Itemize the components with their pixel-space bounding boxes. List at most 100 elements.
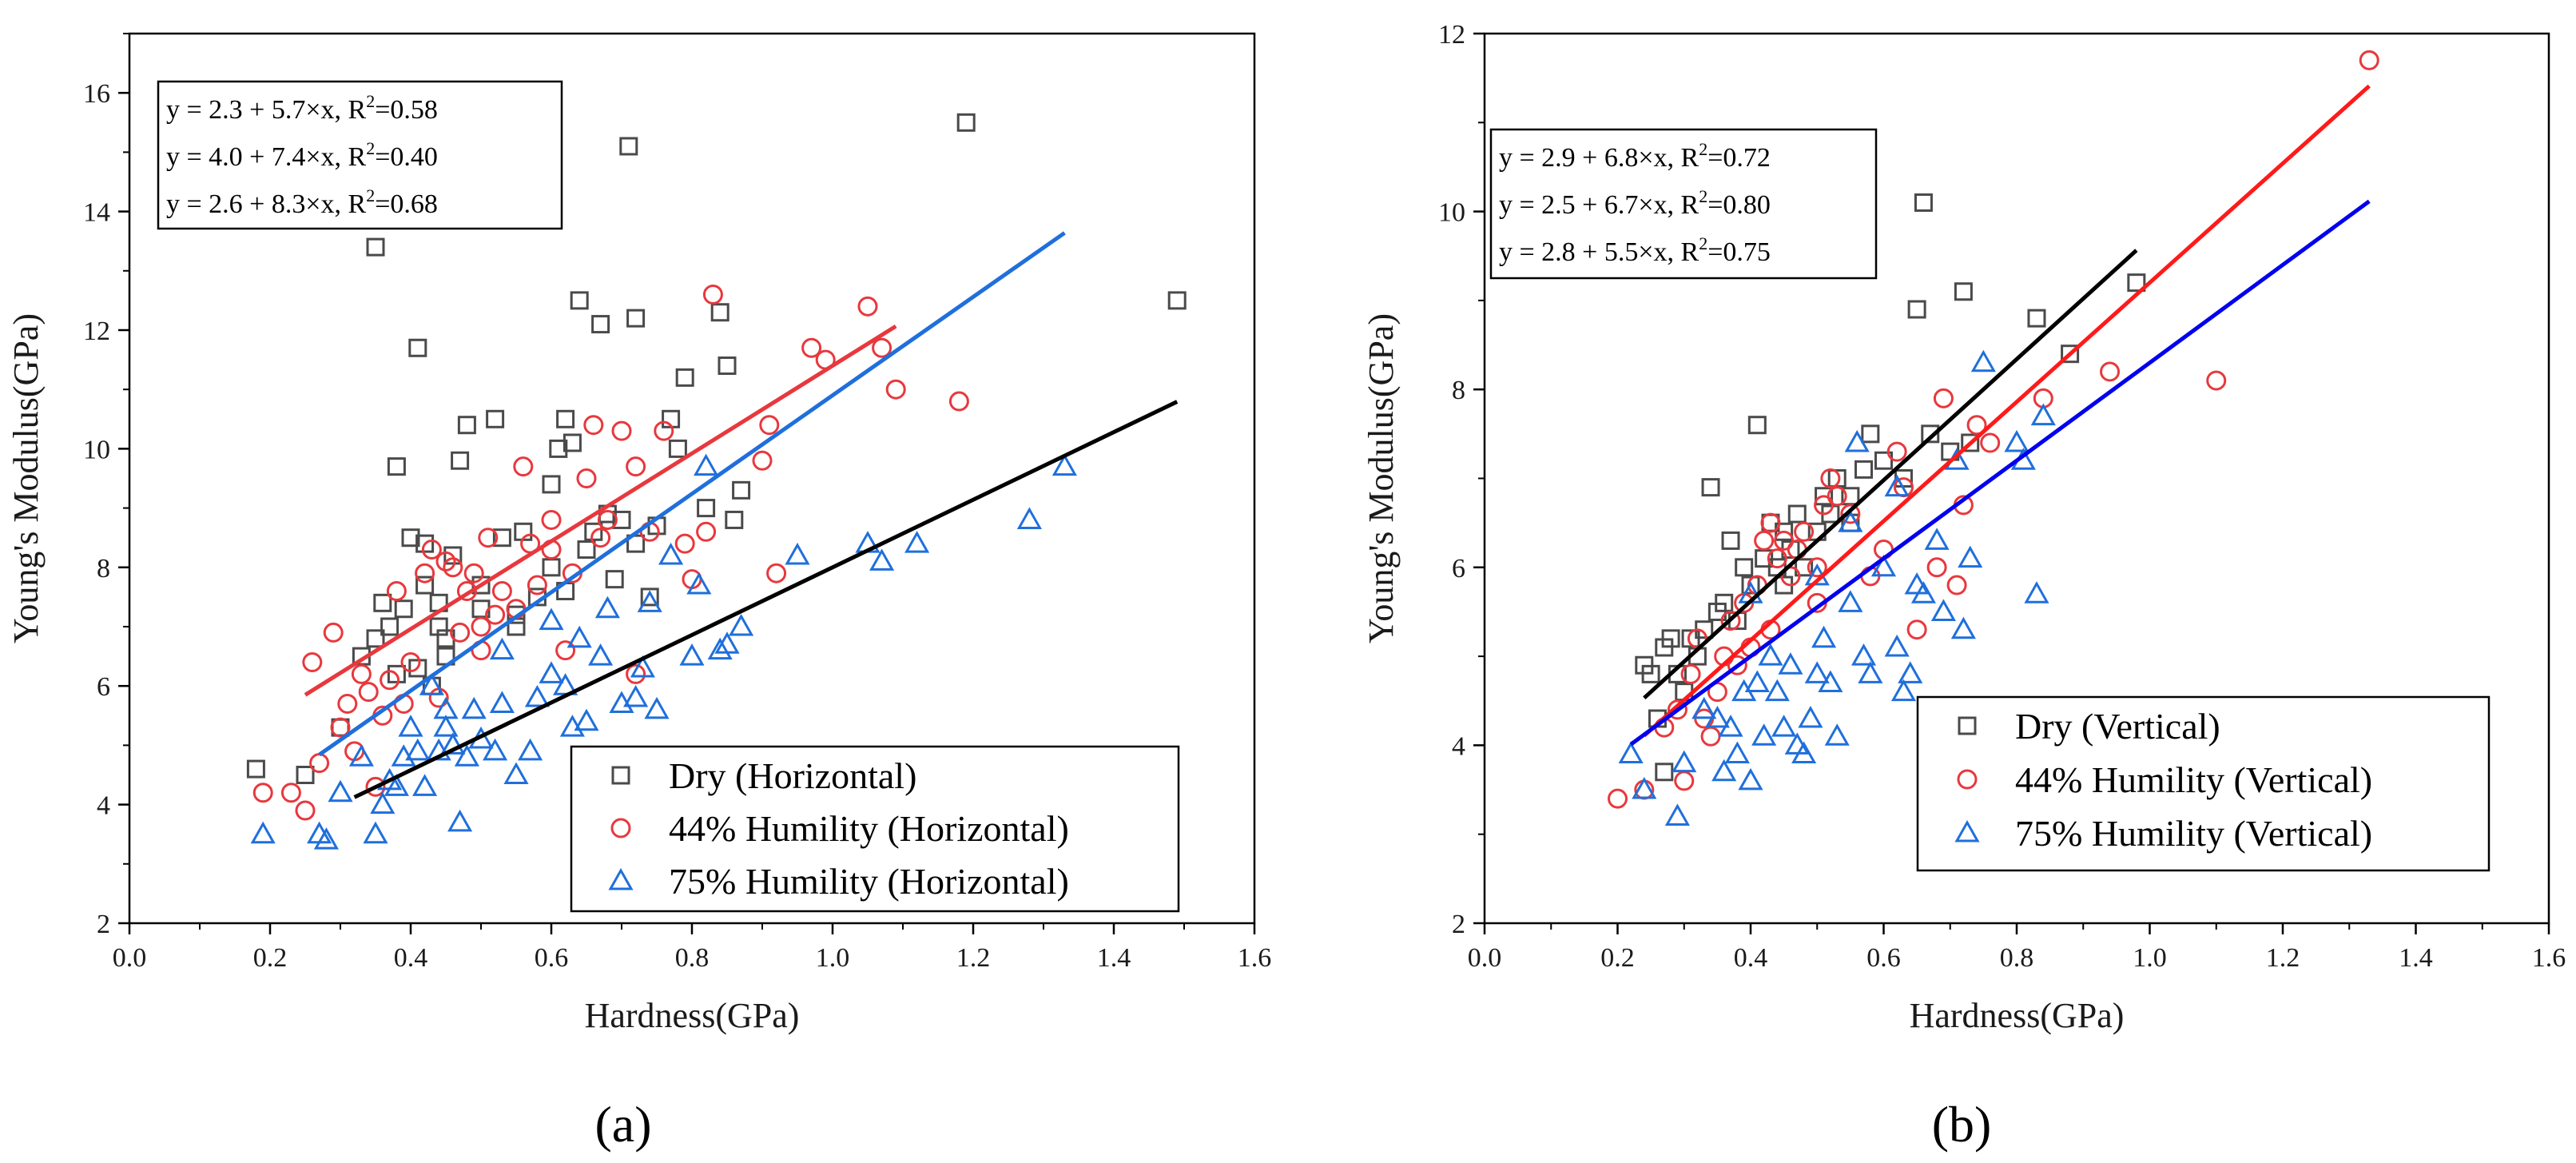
data-point bbox=[574, 708, 599, 731]
y-tick-label: 2 bbox=[1452, 910, 1465, 939]
data-point bbox=[1851, 643, 1877, 666]
data-point bbox=[584, 522, 603, 541]
data-point bbox=[1804, 661, 1830, 683]
data-point bbox=[1771, 715, 1797, 737]
data-point bbox=[400, 652, 421, 673]
panel-b: 0.0 0.2 0.4 0.6 0.8 1.0 1.2 1.4 1.6 2 4 6 8 10 12 Hardn… bbox=[1362, 20, 2566, 1153]
data-point bbox=[542, 558, 561, 577]
x-tick-label: 1.4 bbox=[2399, 943, 2433, 973]
data-point bbox=[489, 691, 515, 713]
data-point bbox=[387, 457, 406, 476]
data-point bbox=[542, 475, 561, 494]
data-point bbox=[1718, 715, 1743, 737]
data-point bbox=[679, 643, 705, 666]
data-point bbox=[619, 137, 638, 156]
data-point bbox=[1924, 528, 1950, 550]
data-point bbox=[1767, 548, 1787, 569]
data-point bbox=[801, 337, 822, 358]
x-tick-label: 0.4 bbox=[394, 943, 428, 973]
data-point bbox=[626, 309, 646, 328]
y-tick-label: 2 bbox=[97, 910, 110, 939]
data-point bbox=[1950, 616, 1976, 639]
data-point bbox=[1720, 611, 1741, 631]
data-point bbox=[640, 587, 659, 607]
y-tick-label: 14 bbox=[83, 198, 110, 228]
data-point bbox=[857, 296, 878, 317]
data-point bbox=[1906, 619, 1927, 640]
legend-box bbox=[570, 745, 1180, 913]
x-tick-label: 1.2 bbox=[2266, 943, 2300, 973]
data-point bbox=[412, 774, 438, 796]
fit-line bbox=[1629, 199, 2371, 747]
data-point bbox=[483, 738, 508, 761]
data-point bbox=[451, 451, 470, 470]
data-point bbox=[2359, 50, 2379, 70]
x-tick-label: 1.0 bbox=[2133, 943, 2167, 973]
equation-box bbox=[157, 80, 563, 230]
data-point bbox=[394, 599, 413, 619]
data-point bbox=[1167, 291, 1187, 310]
data-point bbox=[1854, 460, 1874, 479]
equation-box bbox=[1489, 128, 1878, 280]
y-axis-title: Young's Modulus(GPa) bbox=[1362, 313, 1401, 643]
data-point bbox=[594, 595, 620, 619]
data-point bbox=[489, 637, 515, 660]
data-point bbox=[1861, 424, 1880, 444]
data-point bbox=[872, 337, 892, 358]
data-point bbox=[295, 800, 316, 821]
x-tick-label: 0.6 bbox=[1866, 943, 1901, 973]
y-tick-label: 12 bbox=[83, 317, 110, 346]
data-point bbox=[447, 809, 473, 832]
data-point bbox=[513, 456, 534, 477]
x-tick-label: 0.6 bbox=[535, 943, 569, 973]
data-point bbox=[1886, 441, 1907, 462]
data-point bbox=[630, 655, 655, 678]
data-point bbox=[626, 534, 646, 553]
data-point bbox=[365, 776, 386, 797]
fit-line bbox=[1643, 84, 2371, 738]
fit-equation: y = 2.5 + 6.7×x, R2=0.80 bbox=[1499, 186, 1771, 220]
y-tick-label: 10 bbox=[83, 435, 110, 464]
data-point bbox=[408, 338, 427, 357]
legend-label: 44% Humility (Horizontal) bbox=[669, 808, 1069, 849]
data-point bbox=[707, 637, 733, 660]
data-point bbox=[1980, 432, 2001, 453]
data-point bbox=[785, 542, 810, 565]
data-point bbox=[380, 670, 400, 691]
data-point bbox=[626, 456, 646, 477]
data-point bbox=[419, 673, 444, 695]
y-tick-label: 8 bbox=[97, 554, 110, 583]
data-point bbox=[644, 696, 670, 719]
panel-label: (a) bbox=[594, 1096, 651, 1153]
legend-marker bbox=[608, 867, 634, 890]
data-point bbox=[351, 663, 372, 684]
data-point bbox=[588, 643, 614, 666]
data-point bbox=[697, 499, 716, 518]
x-tick-label: 0.0 bbox=[113, 943, 147, 973]
data-point bbox=[1914, 193, 1933, 212]
data-point bbox=[1933, 388, 1954, 408]
data-point bbox=[463, 563, 484, 583]
y-tick-label: 6 bbox=[97, 672, 110, 702]
data-point bbox=[518, 738, 543, 761]
data-point bbox=[1910, 581, 1937, 603]
data-point bbox=[555, 640, 576, 661]
data-point bbox=[1051, 453, 1077, 476]
data-point bbox=[1884, 634, 1910, 657]
data-point bbox=[486, 409, 505, 428]
fit-equation: y = 2.6 + 8.3×x, R2=0.68 bbox=[166, 185, 438, 219]
data-point bbox=[1787, 504, 1807, 524]
data-point bbox=[658, 542, 684, 565]
data-point bbox=[1758, 643, 1783, 666]
data-point bbox=[1641, 664, 1660, 683]
data-point bbox=[1764, 679, 1790, 702]
data-point bbox=[1674, 771, 1695, 791]
data-point bbox=[429, 617, 448, 636]
data-point bbox=[1827, 486, 1847, 507]
data-point bbox=[415, 534, 435, 553]
data-point bbox=[1724, 741, 1750, 764]
data-point bbox=[718, 356, 737, 376]
data-point bbox=[302, 652, 323, 673]
data-point bbox=[570, 291, 589, 310]
